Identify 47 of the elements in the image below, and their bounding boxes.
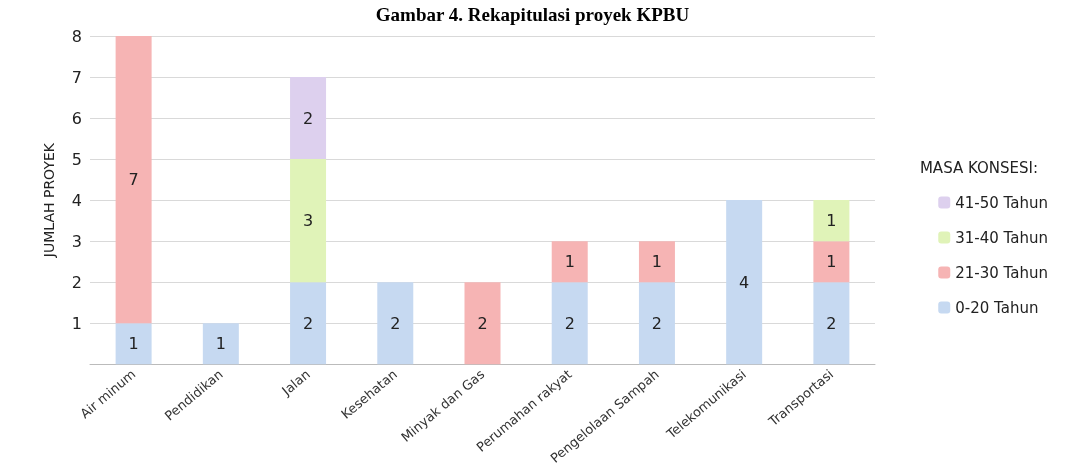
y-tick-label: 2 [71, 272, 82, 292]
bar [377, 282, 414, 365]
data-label: 4 [739, 272, 750, 292]
bar [638, 282, 675, 365]
data-label: 1 [651, 252, 663, 272]
chart-title: Gambar 4. Rekapitulasi proyek KPBU [375, 4, 690, 25]
data-label: 3 [302, 211, 314, 231]
bar [813, 200, 850, 242]
data-label: 7 [128, 170, 139, 190]
data-label: 2 [302, 108, 314, 128]
bar [115, 323, 152, 365]
bar [813, 241, 850, 283]
bar [551, 282, 588, 365]
bar [290, 77, 327, 160]
bar [813, 282, 850, 365]
y-tick-label: 8 [71, 26, 82, 46]
data-label: 2 [826, 313, 837, 333]
y-tick-label: 4 [71, 190, 82, 210]
y-tick-label: 1 [71, 313, 82, 333]
y-tick-label: 6 [71, 108, 82, 128]
data-label: 2 [477, 313, 488, 333]
legend-label: 31-40 Tahun [955, 228, 1048, 247]
legend-label: 41-50 Tahun [955, 193, 1048, 212]
legend-title: MASA KONSESI: [919, 158, 1038, 177]
data-label: 2 [302, 313, 314, 333]
legend-label: 0-20 Tahun [955, 298, 1039, 317]
data-label: 2 [651, 313, 663, 333]
data-label: 1 [826, 211, 837, 231]
bar [464, 282, 501, 365]
bar [202, 323, 239, 365]
data-label: 2 [390, 313, 401, 333]
data-label: 2 [564, 313, 575, 333]
data-label: 1 [564, 252, 575, 272]
legend-label: 21-30 Tahun [955, 263, 1048, 282]
y-axis-title: JUMLAH PROYEK [41, 142, 57, 259]
bar [290, 282, 327, 365]
bar [726, 200, 763, 365]
data-label: 1 [215, 334, 226, 354]
bar [115, 36, 152, 324]
y-tick-label: 5 [71, 149, 82, 169]
bar [290, 159, 327, 283]
y-tick-label: 7 [71, 67, 82, 87]
y-tick-label: 3 [71, 231, 82, 251]
data-label: 1 [128, 334, 139, 354]
bar [551, 241, 588, 283]
data-label: 1 [826, 252, 837, 272]
bar [638, 241, 675, 283]
